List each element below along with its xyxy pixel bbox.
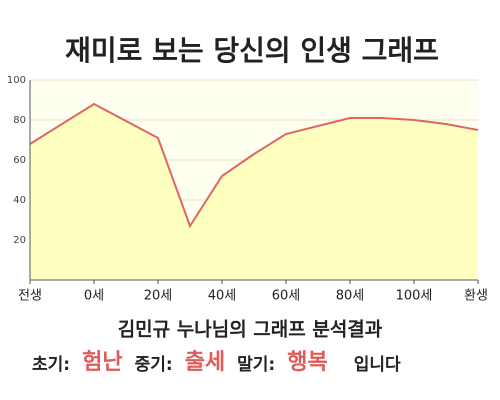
x-tick-label: 환생 [464, 289, 488, 304]
line [29, 102, 479, 229]
area [30, 104, 478, 280]
x-tick-label: 60세 [272, 289, 301, 304]
result-value: 험난 [82, 349, 122, 375]
result-value: 행복 [287, 350, 327, 375]
result-heading: 김민규 누나님의 그래프 분석결과 [118, 319, 383, 341]
chart-title: 재미로 보는 당신의 인생 그래프 [65, 34, 439, 67]
x-tick-label: 40세 [208, 289, 237, 304]
x-tick-label: 100세 [396, 289, 433, 304]
x-tick-label: 0세 [84, 289, 104, 304]
result-value: 출세 [185, 350, 225, 375]
x-tick-label: 전생 [18, 289, 42, 304]
x-tick-label: 20세 [144, 289, 173, 304]
result-label: 말기: [237, 354, 275, 375]
result-label: 중기: [135, 355, 173, 375]
y-tick-label: 40 [13, 195, 26, 206]
x-tick-label: 80세 [336, 289, 365, 304]
result-label: 초기: [32, 355, 70, 375]
y-tick-label: 80 [13, 115, 26, 126]
y-tick-label: 100 [7, 75, 26, 86]
result-ending: 입니다 [354, 355, 401, 375]
y-tick-label: 60 [13, 155, 26, 166]
y-tick-label: 20 [13, 235, 26, 246]
